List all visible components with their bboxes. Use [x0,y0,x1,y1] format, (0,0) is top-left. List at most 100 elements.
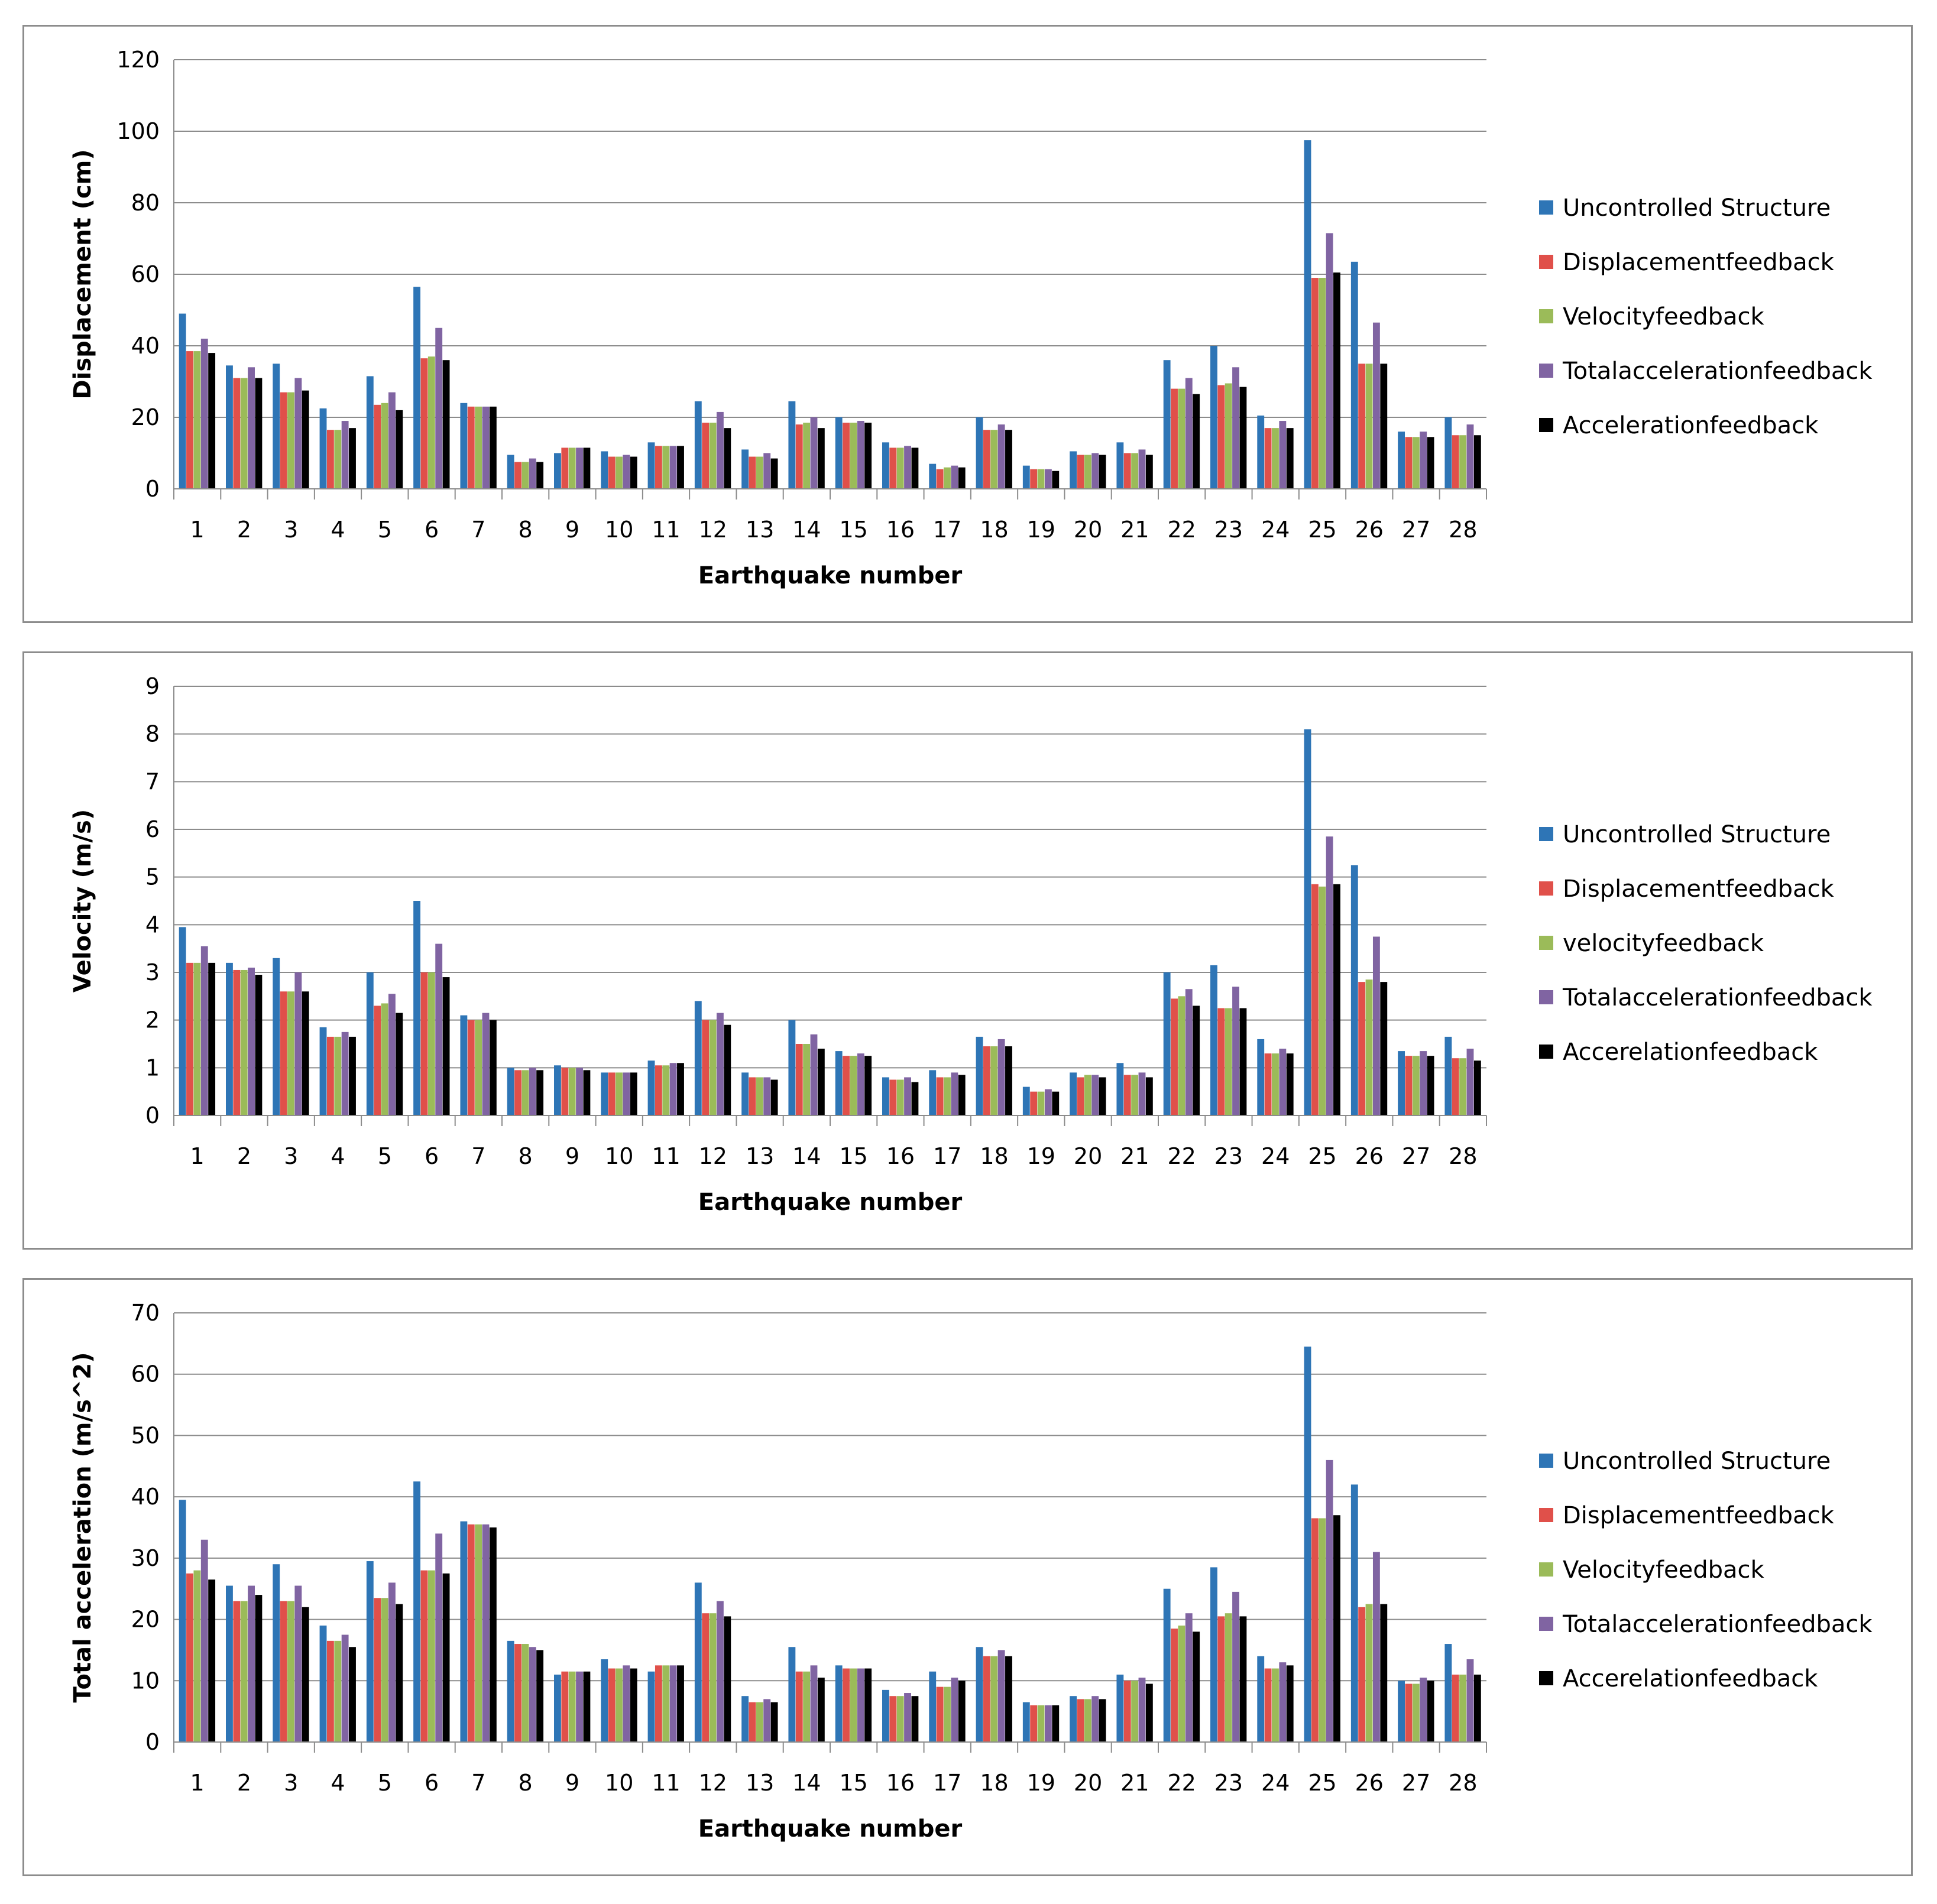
bar-velocityfeedback-eq-28 [1459,435,1467,489]
bar-velocityfeedback-eq-6 [427,972,435,1115]
bar-uncontrolled-structure-eq-9 [554,453,561,489]
bar-totalaccelerationfeedback-eq-22 [1185,989,1193,1115]
x-tick-label: 7 [471,517,485,543]
x-tick-label: 24 [1261,1143,1290,1169]
bar-displacementfeedback-eq-19 [1030,1091,1038,1115]
bar-displacementfeedback-eq-11 [655,1665,662,1742]
bar-displacementfeedback-eq-10 [608,1072,616,1115]
x-tick-label: 25 [1308,1143,1336,1169]
bar-velocityfeedback-eq-15 [850,1056,857,1115]
bar-accerelationfeedback-eq-14 [817,1049,825,1115]
bar-uncontrolled-structure-eq-11 [647,1671,655,1742]
x-tick-label: 2 [237,517,251,543]
bar-uncontrolled-structure-eq-8 [507,1640,514,1742]
bar-velocityfeedback-eq-26 [1365,979,1373,1115]
bar-displacementfeedback-eq-12 [702,1020,710,1115]
x-tick-label: 22 [1167,517,1196,543]
bar-velocityfeedback-eq-13 [756,1702,763,1742]
bar-uncontrolled-structure-eq-19 [1022,1086,1030,1115]
bar-uncontrolled-structure-eq-1 [179,927,186,1115]
bar-totalaccelerationfeedback-eq-7 [482,1013,490,1115]
bar-accelerationfeedback-eq-11 [677,446,684,489]
bar-totalaccelerationfeedback-eq-23 [1232,367,1239,489]
bar-accerelationfeedback-eq-1 [208,1579,216,1742]
bar-displacementfeedback-eq-27 [1405,437,1413,489]
bar-accerelationfeedback-eq-10 [630,1668,637,1742]
bar-displacementfeedback-eq-23 [1217,385,1225,489]
bar-uncontrolled-structure-eq-15 [835,1051,843,1115]
bar-velocityfeedback-eq-5 [381,403,388,489]
bar-displacementfeedback-eq-20 [1077,1699,1084,1742]
y-tick-label: 0 [145,476,160,502]
bar-totalaccelerationfeedback-eq-8 [529,1068,536,1115]
bar-displacementfeedback-eq-27 [1405,1056,1413,1115]
x-tick-label: 26 [1355,1770,1384,1796]
bar-accerelationfeedback-eq-25 [1333,1515,1340,1742]
bar-uncontrolled-structure-eq-21 [1116,442,1124,489]
bar-uncontrolled-structure-eq-14 [788,401,796,489]
bar-totalaccelerationfeedback-eq-18 [997,1039,1005,1115]
bar-totalaccelerationfeedback-eq-20 [1091,1075,1099,1115]
bar-uncontrolled-structure-eq-20 [1070,451,1077,489]
bar-displacementfeedback-eq-1 [186,351,193,489]
bar-displacementfeedback-eq-18 [983,1046,990,1115]
x-tick-label: 10 [605,1770,633,1796]
legend-swatch-uncontrolled-structure [1539,827,1553,841]
bar-velocityfeedback-eq-5 [381,1003,388,1115]
x-tick-label: 22 [1167,1770,1196,1796]
bar-totalaccelerationfeedback-eq-4 [341,1634,349,1742]
bar-totalaccelerationfeedback-eq-1 [200,946,208,1115]
bar-displacementfeedback-eq-17 [936,469,944,489]
bar-displacementfeedback-eq-16 [889,1696,897,1742]
bar-uncontrolled-structure-eq-25 [1304,1347,1311,1742]
bar-uncontrolled-structure-eq-23 [1210,1567,1217,1742]
bar-accerelationfeedback-eq-16 [911,1082,919,1115]
bar-totalaccelerationfeedback-eq-5 [388,1582,396,1742]
bar-accerelationfeedback-eq-9 [583,1671,591,1742]
y-tick-label: 7 [145,768,160,794]
bar-uncontrolled-structure-eq-13 [741,1072,749,1115]
bar-accerelationfeedback-eq-26 [1380,1604,1388,1742]
bar-displacementfeedback-eq-8 [514,462,522,489]
bar-velocityfeedback-eq-4 [334,1036,342,1115]
bar-totalaccelerationfeedback-eq-19 [1044,1089,1052,1115]
x-tick-label: 16 [886,1770,915,1796]
bar-totalaccelerationfeedback-eq-8 [529,458,536,489]
bar-uncontrolled-structure-eq-2 [226,1585,233,1742]
bar-accelerationfeedback-eq-18 [1005,430,1012,489]
x-tick-label: 13 [746,517,774,543]
bar-accerelationfeedback-eq-15 [864,1056,872,1115]
bar-displacementfeedback-eq-17 [936,1686,944,1742]
bar-totalaccelerationfeedback-eq-2 [248,367,255,489]
bar-uncontrolled-structure-eq-14 [788,1020,796,1115]
bar-accerelationfeedback-eq-18 [1005,1656,1012,1742]
bar-velocityfeedback-eq-22 [1178,1625,1185,1742]
bar-uncontrolled-structure-eq-14 [788,1647,796,1742]
bar-accerelationfeedback-eq-26 [1380,982,1388,1115]
bar-uncontrolled-structure-eq-2 [226,365,233,489]
bar-uncontrolled-structure-eq-13 [741,1696,749,1742]
x-tick-label: 14 [792,517,821,543]
bar-uncontrolled-structure-eq-7 [460,1521,468,1742]
legend-label: Totalaccelerationfeedback [1562,984,1873,1011]
bar-accerelationfeedback-eq-8 [536,1070,544,1115]
bar-totalaccelerationfeedback-eq-10 [623,1072,630,1115]
bar-velocityfeedback-eq-7 [475,1020,482,1115]
bar-uncontrolled-structure-eq-26 [1350,865,1358,1115]
bar-velocityfeedback-eq-11 [662,1665,670,1742]
bar-velocityfeedback-eq-17 [944,467,951,489]
bar-totalaccelerationfeedback-eq-16 [904,1693,911,1742]
bar-velocityfeedback-eq-12 [709,1020,717,1115]
bar-displacementfeedback-eq-1 [186,962,193,1115]
bar-displacementfeedback-eq-28 [1452,1674,1459,1742]
bar-uncontrolled-structure-eq-21 [1116,1063,1124,1115]
x-tick-label: 18 [980,517,1008,543]
bar-velocityfeedback-eq-15 [850,423,857,489]
legend-label: velocityfeedback [1563,930,1764,957]
x-tick-label: 17 [933,517,961,543]
bar-displacementfeedback-eq-1 [186,1573,193,1742]
bar-velocityfeedback-eq-6 [427,1570,435,1742]
bar-totalaccelerationfeedback-eq-8 [529,1647,536,1742]
bar-totalaccelerationfeedback-eq-28 [1466,1049,1474,1115]
x-tick-label: 9 [565,1770,579,1796]
